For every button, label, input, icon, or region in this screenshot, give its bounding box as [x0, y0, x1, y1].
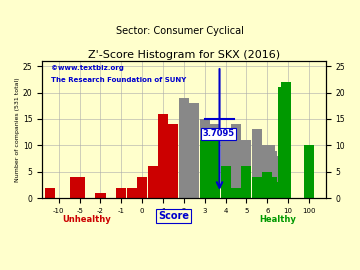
Text: The Research Foundation of SUNY: The Research Foundation of SUNY: [51, 77, 186, 83]
Bar: [273, 188, 283, 198]
Bar: [127, 188, 137, 198]
Bar: [270, 156, 280, 198]
Text: Unhealthy: Unhealthy: [62, 215, 111, 224]
Bar: [231, 124, 241, 198]
Bar: [179, 98, 189, 198]
Bar: [231, 188, 241, 198]
Bar: [158, 114, 168, 198]
Bar: [168, 124, 179, 198]
Bar: [267, 177, 278, 198]
Bar: [221, 166, 231, 198]
Bar: [242, 166, 251, 198]
Title: Z'-Score Histogram for SKX (2016): Z'-Score Histogram for SKX (2016): [88, 50, 280, 60]
Bar: [280, 82, 291, 198]
Bar: [252, 177, 262, 198]
Bar: [221, 130, 231, 198]
Bar: [265, 182, 275, 198]
Bar: [45, 188, 55, 198]
Bar: [148, 166, 158, 198]
Bar: [262, 172, 272, 198]
Bar: [265, 145, 275, 198]
Bar: [275, 188, 285, 198]
Text: Healthy: Healthy: [259, 215, 296, 224]
Bar: [273, 161, 283, 198]
Bar: [278, 87, 288, 198]
Bar: [275, 161, 285, 198]
Bar: [200, 119, 210, 198]
Bar: [75, 177, 85, 198]
Bar: [200, 140, 210, 198]
Text: Score: Score: [158, 211, 189, 221]
Bar: [95, 193, 105, 198]
Text: Sector: Consumer Cyclical: Sector: Consumer Cyclical: [116, 26, 244, 36]
Bar: [189, 103, 199, 198]
Bar: [267, 151, 278, 198]
Bar: [137, 177, 147, 198]
Bar: [242, 140, 251, 198]
Bar: [210, 135, 220, 198]
Bar: [252, 130, 262, 198]
Bar: [270, 182, 280, 198]
Bar: [116, 188, 126, 198]
Text: ©www.textbiz.org: ©www.textbiz.org: [51, 65, 123, 71]
Text: 3.7095: 3.7095: [202, 130, 235, 139]
Bar: [304, 145, 314, 198]
Y-axis label: Number of companies (531 total): Number of companies (531 total): [15, 77, 20, 182]
Bar: [210, 124, 220, 198]
Bar: [71, 177, 81, 198]
Bar: [262, 145, 272, 198]
